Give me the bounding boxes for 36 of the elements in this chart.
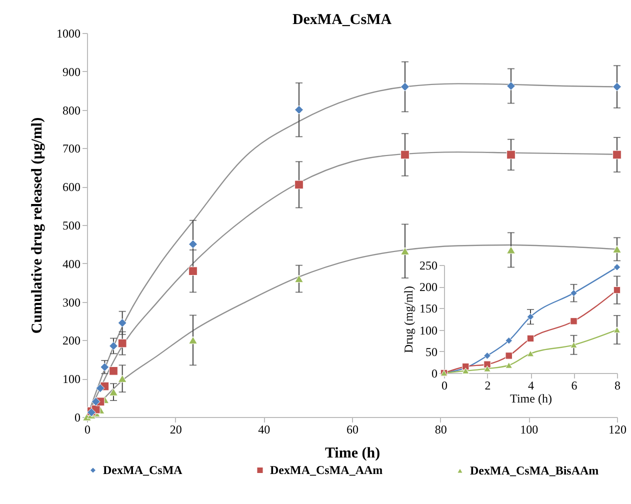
x-tick-label: 0 bbox=[442, 378, 448, 392]
x-tick-label: 120 bbox=[608, 422, 626, 436]
x-tick-label: 0 bbox=[84, 422, 90, 436]
x-tick-label: 100 bbox=[520, 422, 538, 436]
y-tick-label: 250 bbox=[420, 258, 438, 272]
y-tick-label: 400 bbox=[62, 256, 80, 271]
legend-label: DexMA_CsMA_AAm bbox=[270, 463, 383, 478]
legend-label: DexMA_CsMA_BisAAm bbox=[470, 463, 599, 478]
y-tick-label: 50 bbox=[426, 344, 438, 359]
x-tick-label: 20 bbox=[170, 422, 182, 436]
x-axis-title: Time (h) bbox=[510, 392, 552, 406]
y-tick-label: 1000 bbox=[56, 26, 80, 40]
y-tick-label: 200 bbox=[62, 334, 80, 348]
y-tick-label: 0 bbox=[432, 366, 438, 380]
x-axis-title: Time (h) bbox=[324, 446, 380, 462]
y-tick-label: 100 bbox=[420, 323, 438, 338]
y-tick-label: 200 bbox=[420, 280, 438, 294]
x-tick-label: 2 bbox=[484, 378, 491, 392]
x-tick-label: 40 bbox=[258, 422, 270, 436]
x-tick-label: 6 bbox=[571, 378, 578, 392]
y-tick-label: 900 bbox=[62, 64, 80, 79]
y-tick-label: 600 bbox=[62, 180, 80, 194]
y-tick-label: 300 bbox=[62, 295, 80, 310]
x-tick-label: 80 bbox=[434, 422, 447, 436]
legend-label: DexMA_CsMA bbox=[103, 463, 183, 478]
x-tick-label: 4 bbox=[528, 378, 534, 392]
x-tick-label: 8 bbox=[614, 378, 620, 392]
y-axis-title: Cumulative drug released (μg/ml) bbox=[30, 117, 46, 334]
y-axis-title: Drug (mg/ml) bbox=[402, 286, 416, 353]
y-tick-label: 0 bbox=[74, 410, 80, 424]
x-tick-label: 60 bbox=[346, 422, 358, 436]
y-tick-label: 150 bbox=[420, 302, 438, 316]
y-tick-label: 500 bbox=[62, 218, 80, 232]
y-tick-label: 800 bbox=[62, 103, 80, 118]
y-tick-label: 700 bbox=[62, 142, 80, 156]
chart-title: DexMA_CsMA bbox=[292, 12, 392, 28]
